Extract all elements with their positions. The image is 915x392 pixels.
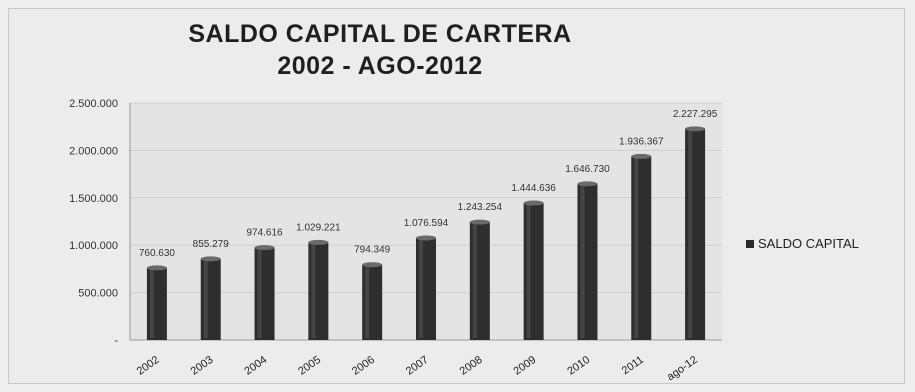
bar-cap xyxy=(362,262,383,268)
chart-title-line-2: 2002 - AGO-2012 xyxy=(277,52,483,80)
x-tick-label: 2007 xyxy=(404,354,431,378)
bar-cap xyxy=(469,219,490,225)
bar-cap xyxy=(308,239,329,245)
y-tick-label: 1.500.000 xyxy=(69,193,118,205)
x-tick-label: 2008 xyxy=(458,354,485,378)
bar-cap xyxy=(146,265,167,271)
bar-cap xyxy=(523,200,544,206)
x-tick-label: 2005 xyxy=(296,354,323,378)
data-label: 1.076.594 xyxy=(404,218,449,229)
bar-highlight xyxy=(257,249,262,338)
x-tick-label: 2011 xyxy=(620,354,646,377)
bar-cap xyxy=(631,153,652,159)
y-tick-label: 500.000 xyxy=(78,288,118,300)
x-tick-label: 2003 xyxy=(189,354,216,378)
x-tick-label: 2010 xyxy=(565,354,592,378)
bar-highlight xyxy=(203,260,208,338)
x-tick-label: 2009 xyxy=(511,354,538,378)
bar-highlight xyxy=(580,185,585,338)
bar-highlight xyxy=(419,239,423,338)
data-label: 794.349 xyxy=(354,245,391,256)
legend: SALDO CAPITAL xyxy=(746,236,859,251)
chart-title: SALDO CAPITAL DE CARTERA 2002 - AGO-2012 xyxy=(0,18,760,82)
bar-cap xyxy=(416,235,436,241)
data-label: 855.279 xyxy=(193,239,230,250)
y-tick-label: 2.000.000 xyxy=(69,145,118,157)
legend-swatch xyxy=(746,239,754,248)
bar-cap xyxy=(200,256,221,262)
y-tick-label: 1.000.000 xyxy=(69,240,118,252)
bar-highlight xyxy=(472,224,477,338)
data-label: 1.029.221 xyxy=(296,222,341,233)
y-tick-label: - xyxy=(114,335,118,347)
x-tick-label: ago-12 xyxy=(665,354,700,383)
bar-highlight xyxy=(365,266,370,338)
data-label: 1.936.367 xyxy=(619,136,664,147)
bar-highlight xyxy=(526,205,531,338)
data-label: 760.630 xyxy=(139,248,176,259)
bar-highlight xyxy=(149,269,154,338)
legend-label: SALDO CAPITAL xyxy=(758,236,859,251)
x-tick-label: 2002 xyxy=(135,354,162,378)
bar-highlight xyxy=(311,244,316,338)
bar-cap xyxy=(577,181,598,187)
data-label: 1.646.730 xyxy=(565,164,610,175)
data-label: 2.227.295 xyxy=(673,109,718,120)
bar-cap xyxy=(685,126,706,132)
data-label: 974.616 xyxy=(246,228,283,239)
bar-highlight xyxy=(688,130,693,338)
x-tick-label: 2006 xyxy=(350,354,377,378)
data-label: 1.243.254 xyxy=(458,202,503,213)
x-tick-label: 2004 xyxy=(242,354,269,378)
y-tick-label: 2.500.000 xyxy=(69,98,118,110)
bar-highlight xyxy=(634,158,639,338)
data-label: 1.444.636 xyxy=(511,183,556,194)
bar-cap xyxy=(254,245,275,251)
chart-title-line-1: SALDO CAPITAL DE CARTERA xyxy=(188,20,572,48)
